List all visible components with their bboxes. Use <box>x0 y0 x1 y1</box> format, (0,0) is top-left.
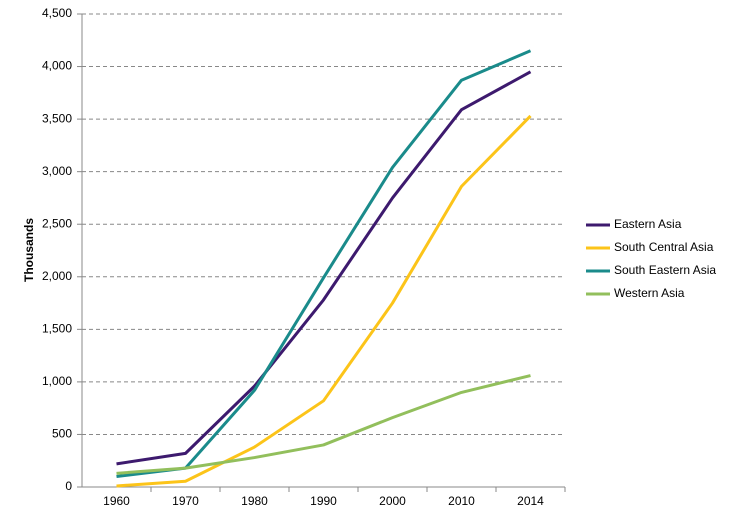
y-axis-label: Thousands <box>22 218 36 282</box>
y-tick-label: 2,000 <box>42 269 72 283</box>
x-tick-label: 2010 <box>448 494 475 508</box>
x-tick-label: 1970 <box>172 494 199 508</box>
line-series <box>116 114 532 488</box>
y-tick-label: 1,500 <box>42 322 72 336</box>
y-tick-label: 4,000 <box>42 59 72 73</box>
line-series <box>116 70 532 466</box>
y-tick-label: 3,500 <box>42 111 72 125</box>
y-tick-label: 500 <box>52 427 72 441</box>
line-series <box>116 49 532 478</box>
x-tick-label: 2014 <box>517 494 544 508</box>
legend-label: South Eastern Asia <box>614 263 716 277</box>
x-tick-label: 1960 <box>103 494 130 508</box>
y-tick-label: 0 <box>65 479 72 493</box>
y-tick-label: 2,500 <box>42 216 72 230</box>
line-series <box>116 374 531 475</box>
x-tick-label: 1980 <box>241 494 268 508</box>
legend-label: Eastern Asia <box>614 217 682 231</box>
legend-label: Western Asia <box>614 286 685 300</box>
x-tick-label: 1990 <box>310 494 337 508</box>
y-tick-label: 1,000 <box>42 374 72 388</box>
legend-label: South Central Asia <box>614 240 714 254</box>
x-tick-label: 2000 <box>379 494 406 508</box>
y-tick-label: 4,500 <box>42 6 72 20</box>
y-tick-label: 3,000 <box>42 164 72 178</box>
